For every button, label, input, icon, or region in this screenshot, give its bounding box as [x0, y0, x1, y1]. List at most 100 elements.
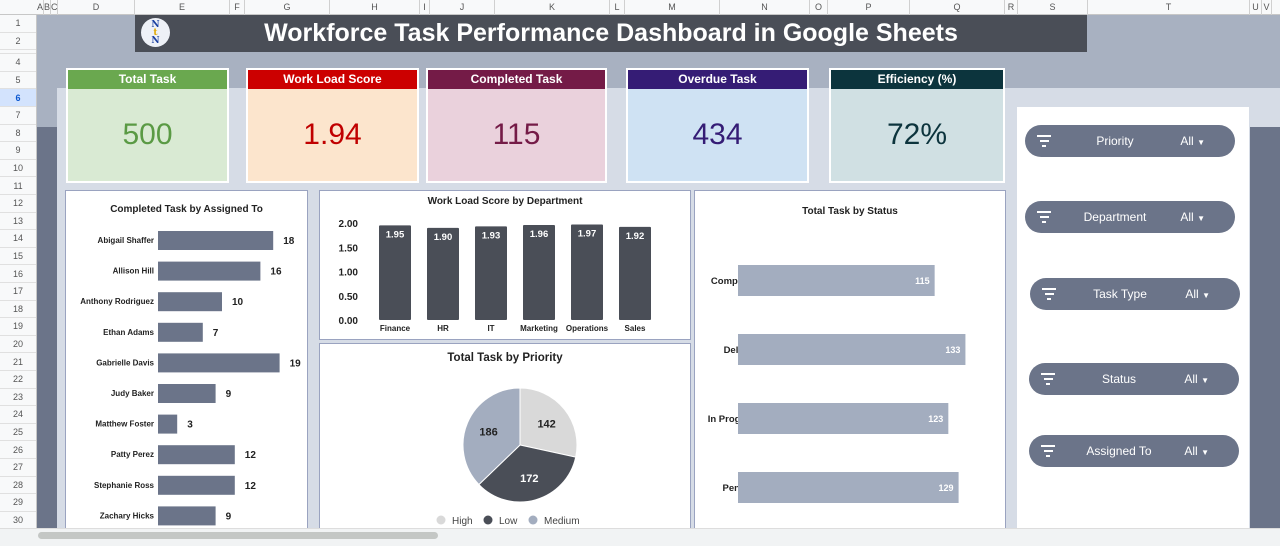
filter-priority[interactable]: Priority All ▼ [1025, 125, 1235, 157]
row-header-11[interactable]: 11 [0, 177, 36, 195]
column-header-a[interactable]: A [37, 0, 44, 15]
row-header-13[interactable]: 13 [0, 213, 36, 231]
column-header-s[interactable]: S [1018, 0, 1088, 15]
kpi-card-overdue-task: Overdue Task 434 [626, 68, 809, 183]
dropdown-arrow-icon: ▼ [1202, 291, 1210, 300]
column-header-e[interactable]: E [135, 0, 230, 15]
row-header-4[interactable]: 4 [0, 54, 36, 72]
scrollbar-thumb[interactable] [38, 532, 438, 539]
chart-title: Work Load Score by Department [427, 196, 583, 207]
row-header-26[interactable]: 26 [0, 441, 36, 459]
filter-label: Department [1083, 210, 1147, 224]
row-header-9[interactable]: 9 [0, 142, 36, 160]
column-header-i[interactable]: I [420, 0, 430, 15]
dropdown-arrow-icon: ▼ [1197, 214, 1205, 223]
kpi-card-completed-task: Completed Task 115 [426, 68, 607, 183]
dropdown-arrow-icon: ▼ [1201, 376, 1209, 385]
column-header-k[interactable]: K [495, 0, 610, 15]
kpi-card-work-load-score: Work Load Score 1.94 [246, 68, 419, 183]
dropdown-arrow-icon: ▼ [1197, 138, 1205, 147]
row-header-22[interactable]: 22 [0, 371, 36, 389]
row-header-30[interactable]: 30 [0, 512, 36, 530]
kpi-card-efficiency: Efficiency (%) 72% [829, 68, 1005, 183]
left-strip [37, 127, 57, 528]
row-header-12[interactable]: 12 [0, 195, 36, 213]
row-header-8[interactable]: 8 [0, 125, 36, 143]
column-header-t[interactable]: T [1088, 0, 1250, 15]
row-header-6[interactable]: 6 [0, 89, 36, 107]
filter-assigned-to[interactable]: Assigned To All ▼ [1029, 435, 1239, 467]
row-header-15[interactable]: 15 [0, 248, 36, 266]
kpi-card-total-task: Total Task 500 [66, 68, 229, 183]
row-header-7[interactable]: 7 [0, 107, 36, 125]
filter-icon [1042, 288, 1056, 303]
row-header-10[interactable]: 10 [0, 160, 36, 178]
row-header-25[interactable]: 25 [0, 424, 36, 442]
filter-task-type[interactable]: Task Type All ▼ [1030, 278, 1240, 310]
filter-icon [1037, 211, 1051, 226]
filter-value-dropdown[interactable]: All ▼ [1184, 372, 1209, 386]
column-header-m[interactable]: M [625, 0, 720, 15]
kpi-label: Total Task [68, 70, 227, 89]
column-header-p[interactable]: P [828, 0, 910, 15]
filter-label: Assigned To [1086, 444, 1152, 458]
row-header-20[interactable]: 20 [0, 336, 36, 354]
row-header-14[interactable]: 14 [0, 230, 36, 248]
filter-status[interactable]: Status All ▼ [1029, 363, 1239, 395]
row-header-3[interactable] [0, 50, 36, 55]
column-header-c[interactable]: C [51, 0, 58, 15]
column-header-h[interactable]: H [330, 0, 420, 15]
filter-label: Status [1101, 372, 1137, 386]
filter-value-dropdown[interactable]: All ▼ [1180, 210, 1205, 224]
kpi-label: Completed Task [428, 70, 605, 89]
column-header-r[interactable]: R [1005, 0, 1018, 15]
dashboard-title: Workforce Task Performance Dashboard in … [135, 15, 1087, 52]
filter-value-dropdown[interactable]: All ▼ [1180, 134, 1205, 148]
filter-icon [1037, 135, 1051, 150]
row-header-21[interactable]: 21 [0, 353, 36, 371]
column-header-u[interactable]: U [1250, 0, 1262, 15]
row-header-2[interactable]: 2 [0, 33, 36, 51]
kpi-label: Work Load Score [248, 70, 417, 89]
kpi-value: 72% [886, 118, 948, 151]
row-header-18[interactable]: 18 [0, 301, 36, 319]
column-header-d[interactable]: D [58, 0, 135, 15]
filter-icon [1041, 373, 1055, 388]
horizontal-scrollbar[interactable] [0, 528, 1280, 546]
kpi-label: Overdue Task [628, 70, 807, 89]
column-header-g[interactable]: G [245, 0, 330, 15]
column-header-f[interactable]: F [230, 0, 245, 15]
priority-chart-panel: Total Task by Priority [319, 343, 691, 530]
right-strip [1250, 127, 1280, 528]
status-chart-panel: Total Task by Status [694, 190, 1006, 530]
kpi-value: 1.94 [303, 118, 362, 151]
row-header-24[interactable]: 24 [0, 406, 36, 424]
row-header-23[interactable]: 23 [0, 389, 36, 407]
chart-title: Completed Task by Assigned To [110, 204, 263, 215]
filter-value-dropdown[interactable]: All ▼ [1184, 444, 1209, 458]
column-header-j[interactable]: J [430, 0, 495, 15]
filter-department[interactable]: Department All ▼ [1025, 201, 1235, 233]
row-header-bar: 1 2 4 5 6 7 8 9 10 11 12 13 14 15 16 17 18 19 20 21 22 23 24 25… [0, 15, 37, 530]
row-header-27[interactable]: 27 [0, 459, 36, 477]
column-header-v[interactable]: V [1262, 0, 1272, 15]
row-header-1[interactable]: 1 [0, 15, 36, 33]
column-header-l[interactable]: L [610, 0, 625, 15]
row-header-19[interactable]: 19 [0, 318, 36, 336]
column-header-o[interactable]: O [810, 0, 828, 15]
column-header-b[interactable]: B [44, 0, 51, 15]
column-header-n[interactable]: N [720, 0, 810, 15]
column-header-q[interactable]: Q [910, 0, 1005, 15]
department-chart-panel: Work Load Score by Department [319, 190, 691, 340]
row-header-5[interactable]: 5 [0, 72, 36, 90]
kpi-label: Efficiency (%) [831, 70, 1003, 89]
row-header-29[interactable]: 29 [0, 494, 36, 512]
filter-value-dropdown[interactable]: All ▼ [1185, 287, 1210, 301]
row-header-17[interactable]: 17 [0, 283, 36, 301]
kpi-value: 500 [122, 118, 173, 151]
kpi-value: 434 [692, 118, 743, 151]
assigned-chart-panel: Completed Task by Assigned To [65, 190, 308, 530]
filter-icon [1041, 445, 1055, 460]
row-header-16[interactable]: 16 [0, 265, 36, 283]
row-header-28[interactable]: 28 [0, 477, 36, 495]
